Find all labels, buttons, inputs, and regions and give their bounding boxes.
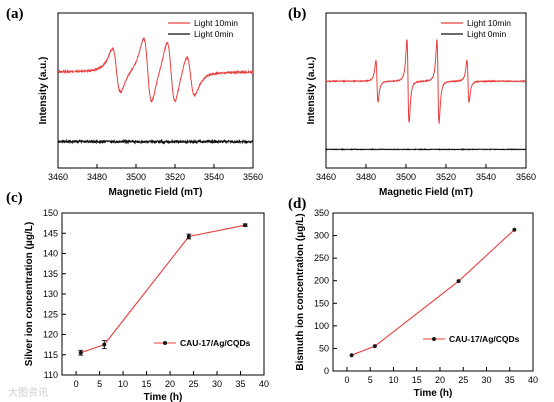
data-point <box>512 227 517 232</box>
data-point <box>102 342 107 347</box>
y-axis-label: Intensity (a.u.) <box>38 57 49 125</box>
data-point <box>78 350 83 355</box>
x-tick-label: 20 <box>165 379 175 389</box>
x-tick-label: 3560 <box>243 172 263 182</box>
series-line-1 <box>325 148 527 151</box>
series-line-0 <box>80 224 246 354</box>
x-tick-label: 5 <box>368 375 373 385</box>
watermark-text: 大图资讯 <box>8 386 48 399</box>
x-tick-label: 3520 <box>165 172 185 182</box>
y-tick-label: 140 <box>43 249 58 259</box>
x-axis-label: Time (h) <box>144 392 183 402</box>
x-tick-label: 3460 <box>316 172 336 182</box>
y-tick-label: 200 <box>314 276 329 286</box>
panel-label-d: (d) <box>288 196 306 212</box>
legend-marker <box>432 337 436 341</box>
x-tick-label: 3480 <box>87 172 107 182</box>
x-tick-label: 40 <box>528 375 538 385</box>
x-tick-label: 15 <box>142 379 152 389</box>
x-tick-label: 3520 <box>436 172 456 182</box>
legend-entry: Light 10min <box>467 18 511 28</box>
x-tick-label: 10 <box>118 379 128 389</box>
legend-entry: Light 0min <box>194 29 233 39</box>
x-tick-label: 15 <box>412 375 422 385</box>
y-tick-label: 300 <box>314 231 329 241</box>
y-tick-label: 145 <box>43 228 58 238</box>
y-axis-label: Bismuth ion concentration (μg/L) <box>295 213 306 370</box>
series-line-0 <box>57 37 254 103</box>
x-tick-label: 10 <box>388 375 398 385</box>
y-tick-label: 0 <box>324 366 329 376</box>
x-tick-label: 3540 <box>204 172 224 182</box>
series-line-0 <box>325 39 527 125</box>
data-point <box>186 234 191 239</box>
plot-c-frame <box>61 212 265 376</box>
legend-marker <box>163 341 167 345</box>
x-tick-label: 0 <box>74 379 79 389</box>
y-tick-label: 125 <box>43 309 58 319</box>
y-tick-label: 100 <box>314 321 329 331</box>
panel-a: 3460 3480 3500 3520 3540 3560 Light 10minLight… <box>6 6 263 198</box>
panel-b: 3460 3480 3500 3520 3540 3560 Light 10minLight… <box>288 6 536 198</box>
data-point <box>349 353 354 358</box>
x-tick-label: 5 <box>97 379 102 389</box>
x-tick-label: 0 <box>344 375 349 385</box>
y-axis-label: Silver ion concentration (μg/L) <box>24 222 35 366</box>
x-axis-label: Magnetic Field (mT) <box>109 187 203 198</box>
panel-c: CAU-17/Ag/CQDs 0 5 10 15 20 25 30 35 40 110 115 120 1… <box>6 190 269 402</box>
legend-entry: CAU-17/Ag/CQDs <box>180 338 251 348</box>
y-tick-label: 150 <box>314 298 329 308</box>
x-tick-label: 40 <box>259 379 269 389</box>
x-tick-label: 3560 <box>516 172 536 182</box>
panel-d: CAU-17/Ag/CQDs 0 5 10 15 20 25 30 35 40 0 50 100 150 2… <box>288 196 538 399</box>
x-axis-label: Time (h) <box>414 388 453 399</box>
x-tick-label: 25 <box>189 379 199 389</box>
x-tick-label: 30 <box>212 379 222 389</box>
legend-entry: Light 10min <box>194 18 238 28</box>
x-tick-label: 25 <box>458 375 468 385</box>
legend-entry: Light 0min <box>467 29 506 39</box>
y-tick-label: 350 <box>314 208 329 218</box>
x-tick-label: 30 <box>481 375 491 385</box>
watermark: 大图资讯 <box>8 386 48 399</box>
y-axis-label: Intensity (a.u.) <box>306 57 317 125</box>
series-line-0 <box>351 229 515 356</box>
data-point <box>456 279 461 284</box>
y-tick-label: 250 <box>314 253 329 263</box>
y-tick-label: 130 <box>43 289 58 299</box>
x-tick-label: 3460 <box>48 172 68 182</box>
x-tick-label: 3540 <box>476 172 496 182</box>
y-tick-label: 135 <box>43 269 58 279</box>
y-tick-label: 110 <box>44 370 58 380</box>
plot-b-frame <box>325 12 527 169</box>
panel-label-c: (c) <box>6 190 23 206</box>
plot-a-frame <box>57 12 254 169</box>
x-tick-label: 35 <box>236 379 246 389</box>
y-tick-label: 150 <box>43 208 58 218</box>
panel-label-b: (b) <box>288 6 306 22</box>
y-tick-label: 120 <box>43 330 58 340</box>
x-tick-label: 20 <box>435 375 445 385</box>
x-tick-label: 35 <box>505 375 515 385</box>
legend-entry: CAU-17/Ag/CQDs <box>449 334 520 344</box>
data-point <box>372 344 377 349</box>
panel-label-a: (a) <box>6 6 24 22</box>
data-point <box>243 223 248 228</box>
x-tick-label: 3500 <box>396 172 416 182</box>
series-line-1 <box>57 138 254 145</box>
x-tick-label: 3480 <box>356 172 376 182</box>
plot-d-frame <box>332 212 534 372</box>
x-axis-label: Magnetic Field (mT) <box>379 187 473 198</box>
x-tick-label: 3500 <box>126 172 146 182</box>
y-tick-label: 115 <box>44 350 58 360</box>
y-tick-label: 50 <box>319 343 329 353</box>
